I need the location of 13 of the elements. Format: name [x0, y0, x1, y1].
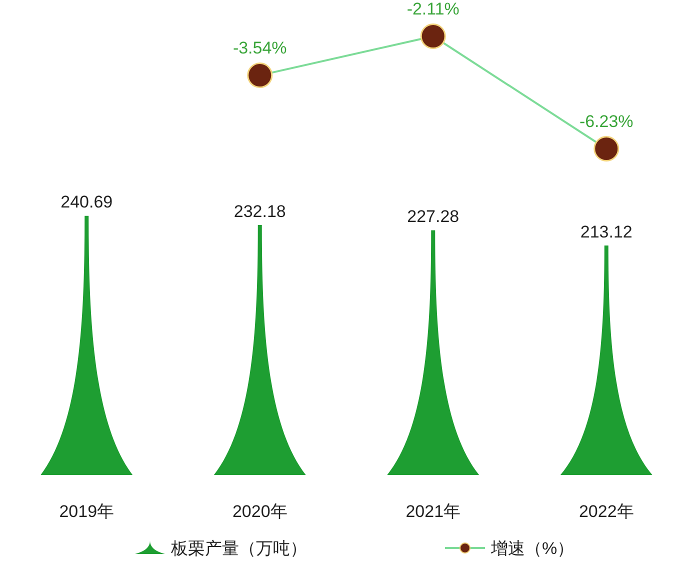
data-label: -3.54%	[232, 38, 287, 58]
data-label: 240.69	[60, 192, 113, 212]
legend-label: 板栗产量（万吨）	[170, 539, 307, 558]
data-label: 227.28	[407, 207, 460, 226]
x-tick-label: 2020年	[232, 502, 288, 521]
data-label: -2.11%	[406, 0, 460, 18]
data-label: 232.18	[234, 202, 286, 221]
legend-label: 增速（%）	[490, 539, 574, 558]
x-tick-label: 2019年	[59, 502, 114, 521]
x-tick-label: 2021年	[406, 502, 461, 521]
data-label: 213.12	[580, 222, 632, 242]
data-label: -6.23%	[579, 112, 634, 131]
x-tick-label: 2022年	[578, 502, 634, 521]
